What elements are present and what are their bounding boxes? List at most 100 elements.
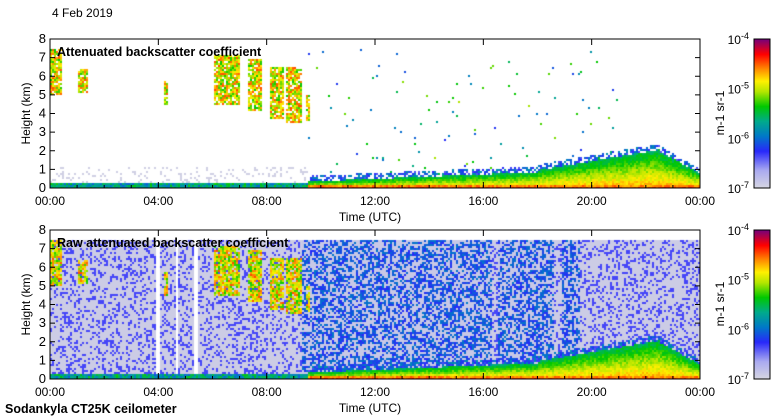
colorbar-swatch — [754, 59, 770, 61]
colorbar-swatch — [754, 287, 770, 289]
colorbar-swatch — [754, 140, 770, 142]
colorbar-swatch — [754, 58, 770, 60]
x-tick-label: 08:00 — [252, 385, 282, 399]
colorbar-swatch — [754, 362, 770, 364]
colorbar-swatch — [754, 143, 770, 145]
colorbar-swatch — [754, 295, 770, 297]
y-tick-label: 2 — [39, 143, 46, 158]
colorbar-swatch — [754, 352, 770, 354]
colorbar-swatch — [754, 185, 770, 187]
colorbar-swatch — [754, 70, 770, 72]
colorbar-swatch — [754, 69, 770, 71]
colorbar-swatch — [754, 275, 770, 277]
colorbar-swatch — [754, 376, 770, 378]
x-tick-label: 00:00 — [35, 194, 65, 208]
colorbar-swatch — [754, 230, 770, 232]
colorbar-swatch — [754, 142, 770, 144]
colorbar-swatch — [754, 72, 770, 74]
colorbar-swatch — [754, 40, 770, 42]
colorbar-swatch — [754, 103, 770, 105]
colorbar-swatch — [754, 337, 770, 339]
colorbar-swatch — [754, 154, 770, 156]
colorbar-swatch — [754, 253, 770, 255]
colorbar-swatch — [754, 333, 770, 335]
colorbar-swatch — [754, 332, 770, 334]
colorbar-swatch — [754, 88, 770, 90]
colorbar-swatch — [754, 126, 770, 128]
colorbar-swatch — [754, 296, 770, 298]
footer-label: Sodankyla CT25K ceilometer — [5, 402, 177, 416]
colorbar-swatch — [754, 111, 770, 113]
colorbar-swatch — [754, 172, 770, 174]
colorbar-swatch — [754, 92, 770, 94]
x-tick-label: 00:00 — [685, 385, 715, 399]
colorbar-swatch — [754, 180, 770, 182]
colorbar-swatch — [754, 55, 770, 57]
x-tick-label: 12:00 — [360, 385, 390, 399]
colorbar-swatch — [754, 245, 770, 247]
y-tick-label: 3 — [39, 124, 46, 139]
colorbar-swatch — [754, 71, 770, 73]
colorbar-swatch — [754, 119, 770, 121]
colorbar-swatch — [754, 138, 770, 140]
x-axis-label: Time (UTC) — [339, 401, 401, 415]
colorbar-swatch — [754, 278, 770, 280]
colorbar-swatch — [754, 290, 770, 292]
colorbar-swatch — [754, 183, 770, 185]
colorbar-swatch — [754, 122, 770, 124]
colorbar-swatch — [754, 80, 770, 82]
colorbar-swatch — [754, 94, 770, 96]
colorbar-swatch — [754, 309, 770, 311]
colorbar-swatch — [754, 167, 770, 169]
colorbar-swatch — [754, 49, 770, 51]
colorbar-swatch — [754, 361, 770, 363]
colorbar-swatch — [754, 48, 770, 50]
colorbar-swatch — [754, 281, 770, 283]
colorbar-swatch — [754, 259, 770, 261]
colorbar-swatch — [754, 144, 770, 146]
y-tick-label: 0 — [39, 371, 46, 386]
colorbar-swatch — [754, 292, 770, 294]
colorbar-swatch — [754, 54, 770, 56]
colorbar-swatch — [754, 66, 770, 68]
colorbar-swatch — [754, 329, 770, 331]
colorbar-swatch — [754, 164, 770, 166]
colorbar-swatch — [754, 234, 770, 236]
colorbar-swatch — [754, 149, 770, 151]
y-axis-label: Height (km) — [19, 82, 33, 144]
colorbar-swatch — [754, 304, 770, 306]
colorbar-swatch — [754, 184, 770, 186]
y-tick-label: 4 — [39, 106, 46, 121]
colorbar-swatch — [754, 171, 770, 173]
colorbar-swatch — [754, 102, 770, 104]
colorbar-swatch — [754, 178, 770, 180]
colorbar-swatch — [754, 272, 770, 274]
colorbar-swatch — [754, 359, 770, 361]
colorbar-swatch — [754, 155, 770, 157]
colorbar-swatch — [754, 356, 770, 358]
colorbar-swatch — [754, 319, 770, 321]
colorbar-swatch — [754, 288, 770, 290]
colorbar-swatch — [754, 116, 770, 118]
panel-title: Attenuated backscatter coefficient — [57, 45, 262, 59]
colorbar-swatch — [754, 130, 770, 132]
colorbar-swatch — [754, 117, 770, 119]
colorbar-swatch — [754, 153, 770, 155]
colorbar-swatch — [754, 61, 770, 63]
colorbar-swatch — [754, 175, 770, 177]
colorbar-swatch — [754, 151, 770, 153]
colorbar-swatch — [754, 136, 770, 138]
colorbar-swatch — [754, 320, 770, 322]
colorbar-swatch — [754, 109, 770, 111]
y-tick-label: 5 — [39, 87, 46, 102]
colorbar-swatch — [754, 86, 770, 88]
colorbar-swatch — [754, 340, 770, 342]
colorbar-swatch — [754, 280, 770, 282]
colorbar-swatch — [754, 283, 770, 285]
colorbar-swatch — [754, 56, 770, 58]
colorbar-swatch — [754, 73, 770, 75]
colorbar-swatch — [754, 128, 770, 130]
colorbar-swatch — [754, 46, 770, 48]
colorbar-swatch — [754, 148, 770, 150]
colorbar-swatch — [754, 277, 770, 279]
